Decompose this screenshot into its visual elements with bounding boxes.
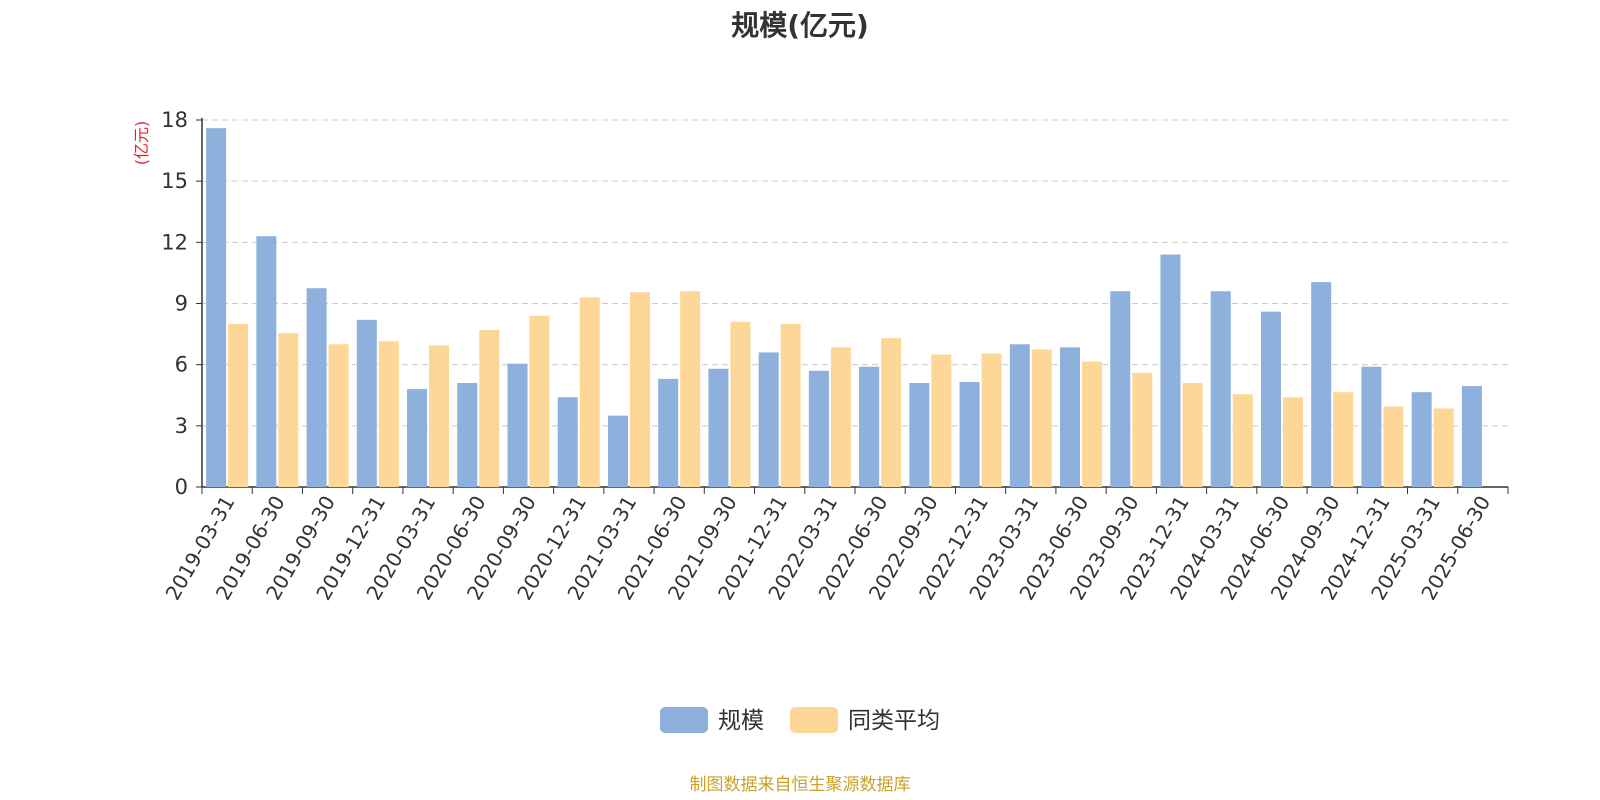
y-tick-label: 15 <box>161 169 188 193</box>
bar-scale <box>758 352 779 487</box>
y-axis-label: (亿元) <box>132 121 151 166</box>
bar-scale <box>1311 282 1332 487</box>
bar-peer-average <box>881 338 902 487</box>
bar-scale <box>256 236 277 487</box>
bar-peer-average <box>629 292 650 487</box>
bar-scale <box>658 378 679 487</box>
bar-peer-average <box>479 330 500 487</box>
bar-peer-average <box>378 341 399 487</box>
bar-scale <box>306 288 327 487</box>
bar-scale <box>407 389 428 487</box>
bar-peer-average <box>429 345 450 487</box>
bar-peer-average <box>328 344 349 487</box>
bar-peer-average <box>1232 394 1253 487</box>
bar-peer-average <box>780 323 801 487</box>
bar-scale <box>1411 392 1432 487</box>
bar-peer-average <box>981 353 1002 487</box>
bar-peer-average <box>931 354 952 487</box>
bar-peer-average <box>1132 372 1153 487</box>
legend-label-scale: 规模 <box>718 708 764 734</box>
bar-peer-average <box>1182 383 1203 487</box>
bar-peer-average <box>680 291 701 487</box>
bar-scale <box>1009 344 1030 487</box>
bar-peer-average <box>1282 397 1303 487</box>
bar-peer-average <box>579 297 600 487</box>
bar-scale <box>859 366 880 487</box>
legend-swatch-peer-average <box>790 707 838 733</box>
source-note: 制图数据来自恒生聚源数据库 <box>689 775 911 795</box>
bar-scale <box>206 128 227 487</box>
bar-peer-average <box>1383 406 1404 487</box>
bar-peer-average <box>1433 408 1454 487</box>
bar-peer-average <box>730 321 751 487</box>
y-tick-label: 0 <box>175 475 188 499</box>
bar-scale <box>909 383 930 487</box>
bar-peer-average <box>1031 349 1052 487</box>
bar-peer-average <box>228 323 249 487</box>
bar-scale <box>1160 254 1181 487</box>
bar-scale <box>457 383 478 487</box>
y-tick-label: 9 <box>175 292 188 316</box>
bar-peer-average <box>278 333 299 487</box>
bar-scale <box>1210 291 1231 487</box>
legend-label-peer-average: 同类平均 <box>848 708 940 734</box>
bar-scale <box>356 319 377 487</box>
y-tick-label: 3 <box>175 414 188 438</box>
bar-peer-average <box>1333 392 1354 487</box>
bar-scale <box>1060 347 1081 487</box>
y-tick-label: 18 <box>161 108 188 132</box>
bar-scale <box>808 370 829 487</box>
legend-swatch-scale <box>660 707 708 733</box>
y-tick-label: 6 <box>175 353 188 377</box>
bar-peer-average <box>830 347 851 487</box>
bar-peer-average <box>1082 361 1103 487</box>
bar-scale <box>1461 386 1482 487</box>
y-tick-label: 12 <box>161 230 188 254</box>
chart-title: 规模(亿元) <box>731 9 869 42</box>
bar-scale <box>607 415 628 487</box>
bar-scale <box>557 397 578 487</box>
bar-scale <box>1361 366 1382 487</box>
bar-scale <box>1260 311 1281 487</box>
bar-scale <box>708 368 729 487</box>
bar-peer-average <box>529 315 550 487</box>
bar-scale <box>959 381 980 487</box>
bar-scale <box>1110 291 1131 487</box>
bar-scale <box>507 363 528 487</box>
